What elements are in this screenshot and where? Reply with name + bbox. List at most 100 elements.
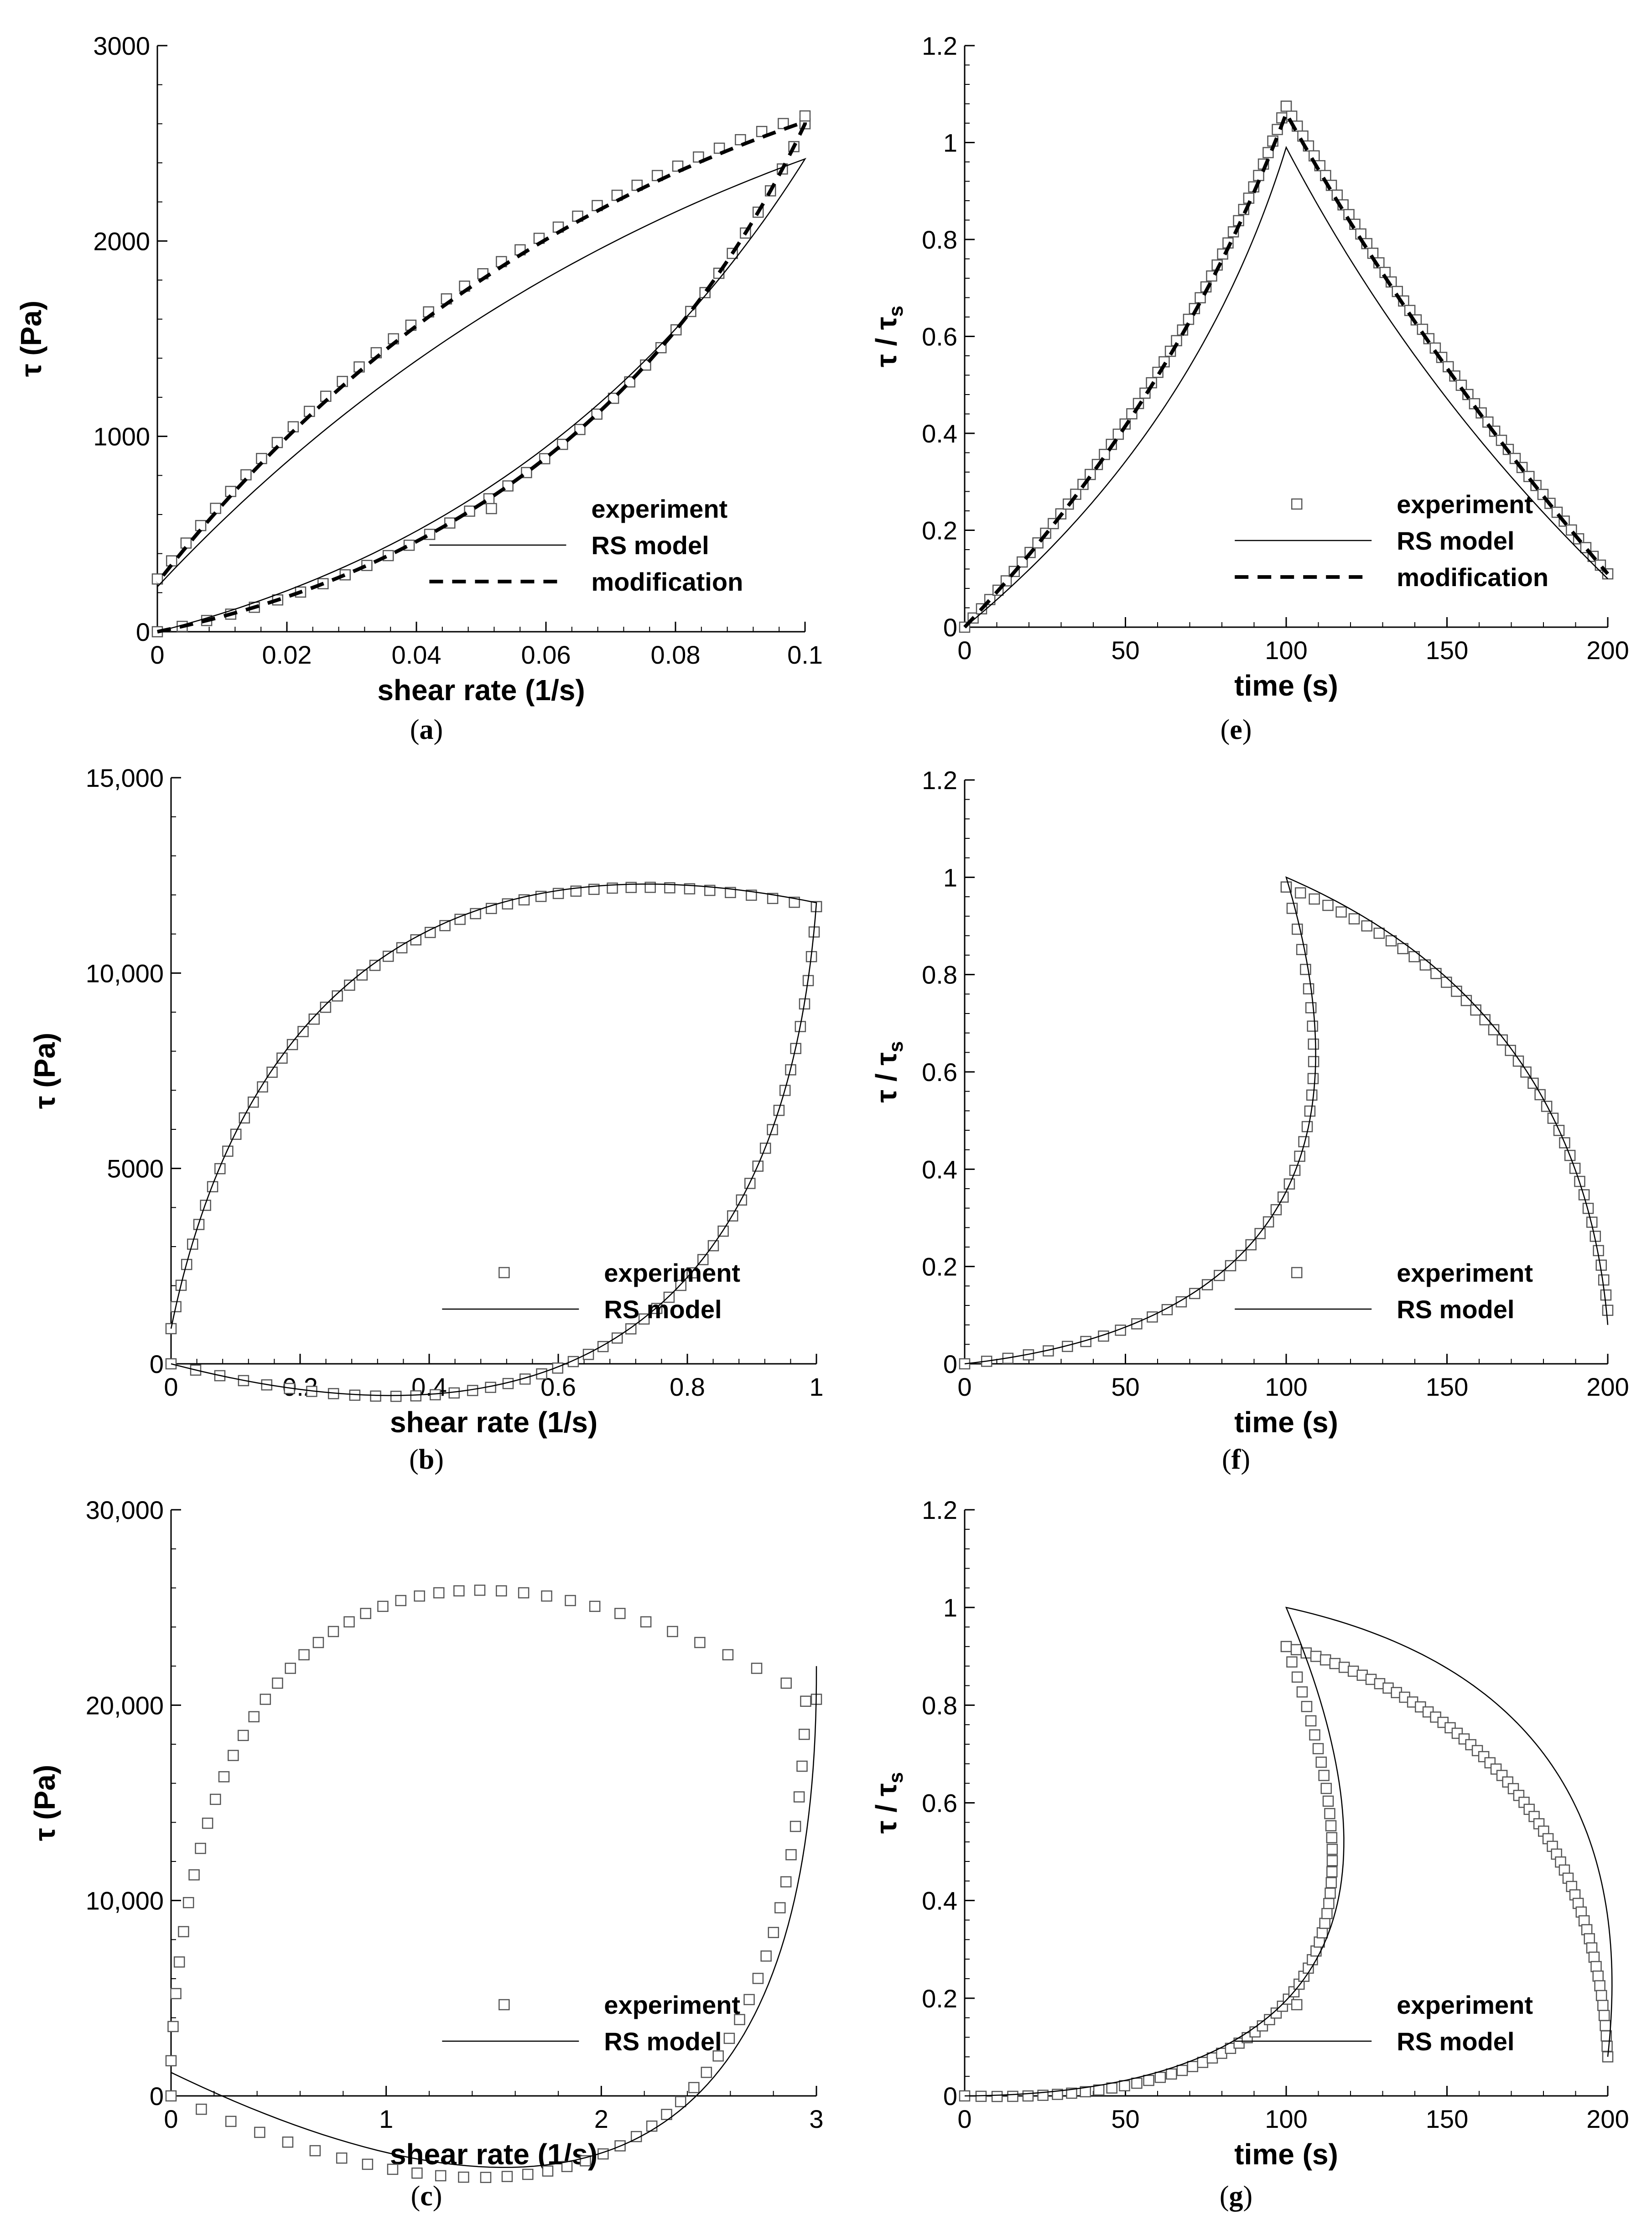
experiment-point: [360, 1608, 371, 1619]
experiment-point: [298, 1649, 310, 1661]
experiment-point: [1187, 2061, 1199, 2072]
experiment-point: [743, 1994, 755, 2006]
panel-caption: (a): [410, 714, 443, 745]
y-tick-label: 0: [943, 2082, 957, 2110]
experiment-point: [556, 438, 568, 450]
y-tick-label: 0: [943, 1350, 957, 1378]
experiment-point: [722, 1649, 734, 1661]
x-axis-label: time (s): [1234, 669, 1338, 702]
experiment-point: [1007, 2090, 1018, 2102]
rs-model-line: [170, 884, 817, 1396]
experiment-point: [167, 2021, 179, 2032]
experiment-point: [200, 1200, 211, 1211]
experiment-point: [1584, 1933, 1595, 1944]
experiment-point: [1512, 1055, 1524, 1067]
y-axis-label: τ / τs: [870, 306, 907, 367]
experiment-point: [789, 896, 800, 908]
y-axis-label-part: τ / τ: [870, 1783, 903, 1834]
experiment-point: [667, 1626, 678, 1637]
experiment-point: [640, 1616, 652, 1627]
experiment-point: [237, 1730, 249, 1741]
experiment-point: [165, 2090, 177, 2102]
experiment-point: [1052, 2089, 1063, 2100]
experiment-point: [1286, 1656, 1298, 1668]
experiment-point: [178, 1926, 189, 1938]
y-axis-label: τ / τs: [870, 1772, 907, 1834]
experiment-point: [1296, 1686, 1308, 1698]
experiment-point: [411, 2168, 423, 2179]
caption-paren: ): [434, 1444, 444, 1475]
experiment-point: [694, 1637, 706, 1648]
experiment-point: [1470, 1004, 1481, 1016]
x-tick-label: 0: [957, 636, 971, 665]
experiment-point: [225, 2116, 237, 2127]
legend-label: RS model: [604, 2027, 722, 2056]
legend-label: RS model: [1397, 1295, 1514, 1324]
experiment-point: [458, 2171, 469, 2183]
experiment-point: [1176, 2064, 1188, 2076]
experiment-point: [254, 2126, 265, 2138]
experiment-point: [1080, 2086, 1091, 2098]
caption-paren: ): [1241, 1444, 1250, 1475]
experiment-point: [735, 134, 746, 146]
experiment-point: [746, 889, 757, 901]
experiment-point: [651, 1303, 663, 1314]
y-tick-label: 0: [136, 618, 150, 646]
legend-label: modification: [1397, 563, 1548, 592]
experiment-point: [1598, 1274, 1610, 1286]
experiment-point: [1154, 2072, 1166, 2083]
experiment-point: [1253, 170, 1264, 182]
experiment-point: [1441, 977, 1452, 988]
experiment-point: [767, 893, 779, 904]
experiment-point: [470, 908, 481, 920]
experiment-point: [1206, 2052, 1218, 2064]
experiment-point: [248, 1711, 260, 1722]
experiment-point: [1322, 1795, 1334, 1807]
experiment-point: [272, 1677, 283, 1689]
caption-letter: f: [1231, 1444, 1242, 1475]
experiment-point: [414, 1590, 425, 1602]
x-tick-label: 150: [1426, 2105, 1468, 2133]
x-tick-label: 0: [957, 1372, 971, 1401]
experiment-point: [1119, 2080, 1130, 2091]
experiment-point: [309, 2145, 321, 2157]
experiment-point: [260, 1694, 271, 1705]
experiment-point: [800, 1695, 811, 1707]
experiment-point: [188, 1869, 200, 1881]
y-tick-label: 1: [943, 129, 957, 157]
experiment-point: [725, 887, 736, 898]
experiment-point: [1291, 1671, 1303, 1683]
x-tick-label: 1: [809, 1372, 823, 1401]
experiment-point: [312, 1637, 324, 1648]
x-tick-label: 1: [379, 2105, 393, 2133]
experiment-point: [228, 1750, 239, 1761]
x-tick-label: 50: [1111, 1372, 1139, 1401]
rs-model-line: [171, 1666, 817, 2168]
experiment-point: [1307, 1073, 1319, 1084]
x-tick-label: 0.8: [670, 1372, 705, 1401]
experiment-point: [439, 920, 451, 931]
y-tick-label: 0.8: [922, 225, 957, 254]
panel-caption: (b): [409, 1444, 444, 1475]
y-tick-label: 15,000: [86, 764, 164, 792]
experiment-point: [723, 2032, 735, 2044]
experiment-point: [752, 1973, 764, 1984]
y-axis-label: τ / τs: [870, 1041, 907, 1103]
experiment-point: [675, 1279, 687, 1291]
x-tick-label: 0.04: [392, 640, 442, 669]
experiment-point: [1588, 1951, 1600, 1963]
y-axis-label: τ (Pa): [28, 1033, 61, 1109]
legend-label: RS model: [591, 531, 709, 560]
panel-caption: (f): [1222, 1444, 1250, 1475]
experiment-point: [1306, 1089, 1318, 1101]
y-tick-label: 0.4: [922, 1887, 957, 1915]
experiment-point: [1460, 995, 1472, 1006]
y-tick-label: 0.6: [922, 322, 957, 351]
caption-paren: ): [433, 2181, 442, 2212]
x-axis-label: shear rate (1/s): [390, 1406, 597, 1439]
experiment-point: [1419, 959, 1431, 971]
y-tick-label: 1.2: [922, 766, 957, 795]
experiment-point: [1592, 1970, 1604, 1982]
experiment-point: [1321, 1908, 1333, 1919]
